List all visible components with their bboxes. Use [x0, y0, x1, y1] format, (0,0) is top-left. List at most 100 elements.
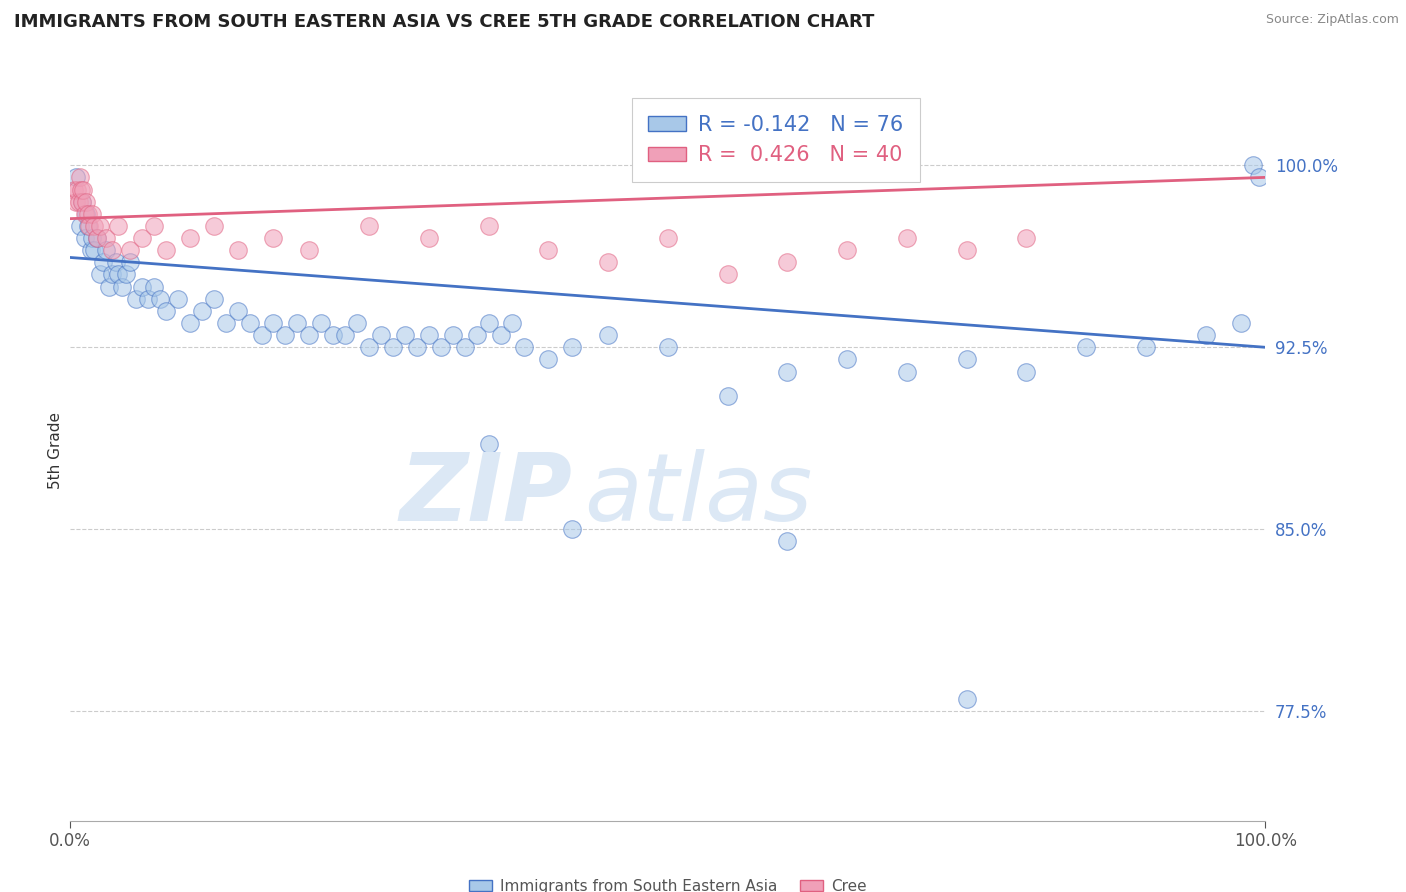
Point [125, 292, 148, 306]
Point [120, 243, 141, 257]
Point [101, 268, 124, 282]
Point [418, 328, 440, 343]
Point [191, 304, 214, 318]
Point [359, 219, 381, 233]
Point [956, 243, 979, 257]
Point [89, 268, 111, 282]
Point [179, 316, 201, 330]
Point [359, 340, 381, 354]
Point [97, 279, 120, 293]
Text: ZIP: ZIP [399, 449, 572, 541]
Point [131, 279, 153, 293]
Point [478, 316, 501, 330]
Point [1015, 231, 1038, 245]
Point [430, 340, 453, 354]
Point [776, 255, 799, 269]
Point [346, 316, 368, 330]
Point [239, 316, 262, 330]
Point [131, 231, 153, 245]
Point [79, 219, 101, 233]
Point [1195, 328, 1218, 343]
Point [561, 522, 583, 536]
Point [382, 340, 405, 354]
Point [149, 292, 172, 306]
Point [598, 255, 620, 269]
Point [69, 219, 91, 233]
Point [101, 243, 124, 257]
Text: atlas: atlas [585, 450, 813, 541]
Point [136, 292, 159, 306]
Point [70, 182, 93, 196]
Point [73, 231, 96, 245]
Point [107, 219, 129, 233]
Point [1249, 170, 1271, 185]
Point [561, 340, 583, 354]
Point [143, 219, 166, 233]
Point [657, 340, 679, 354]
Point [63, 182, 86, 196]
Point [263, 316, 285, 330]
Point [478, 437, 501, 451]
Point [96, 243, 118, 257]
Point [287, 316, 309, 330]
Point [202, 292, 225, 306]
Point [202, 219, 225, 233]
Point [80, 207, 103, 221]
Point [717, 389, 740, 403]
Point [465, 328, 488, 343]
Point [1243, 158, 1265, 172]
Point [406, 340, 429, 354]
Point [226, 243, 249, 257]
Point [322, 328, 344, 343]
Point [96, 231, 118, 245]
Point [454, 340, 477, 354]
Point [67, 194, 90, 209]
Point [104, 255, 127, 269]
Point [956, 692, 979, 706]
Point [537, 352, 560, 367]
Point [513, 340, 536, 354]
Point [86, 231, 108, 245]
Point [77, 219, 100, 233]
Point [598, 328, 620, 343]
Point [263, 231, 285, 245]
Point [179, 231, 201, 245]
Point [83, 219, 105, 233]
Point [214, 316, 236, 330]
Point [250, 328, 273, 343]
Point [167, 292, 190, 306]
Point [1135, 340, 1157, 354]
Point [311, 316, 333, 330]
Point [89, 219, 111, 233]
Text: IMMIGRANTS FROM SOUTH EASTERN ASIA VS CREE 5TH GRADE CORRELATION CHART: IMMIGRANTS FROM SOUTH EASTERN ASIA VS CR… [14, 13, 875, 31]
Point [115, 268, 138, 282]
Point [83, 243, 105, 257]
Point [1076, 340, 1098, 354]
Point [489, 328, 512, 343]
Point [896, 231, 918, 245]
Point [717, 268, 740, 282]
Point [72, 182, 94, 196]
Point [776, 534, 799, 549]
Point [65, 170, 87, 185]
Point [537, 243, 560, 257]
Point [441, 328, 464, 343]
Point [69, 170, 91, 185]
Y-axis label: 5th Grade: 5th Grade [48, 412, 63, 489]
Point [143, 279, 166, 293]
Point [837, 352, 859, 367]
Point [1230, 316, 1253, 330]
Point [837, 243, 859, 257]
Point [77, 207, 100, 221]
Point [335, 328, 357, 343]
Point [298, 328, 321, 343]
Point [478, 219, 501, 233]
Point [120, 255, 141, 269]
Point [73, 207, 96, 221]
Point [274, 328, 297, 343]
Point [111, 279, 134, 293]
Point [155, 243, 177, 257]
Point [91, 255, 114, 269]
Point [155, 304, 177, 318]
Point [418, 231, 440, 245]
